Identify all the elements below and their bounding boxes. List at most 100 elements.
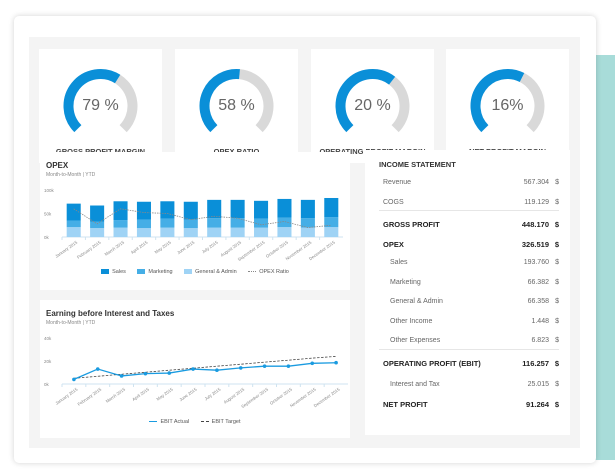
bar-marketing — [300, 218, 315, 228]
income-title: INCOME STATEMENT — [379, 160, 456, 169]
ebit-actual-point — [191, 367, 195, 371]
bar-marketing — [90, 221, 105, 229]
gauge-value: 79 % — [82, 97, 119, 114]
legend-sales: Sales — [101, 269, 126, 275]
bar-general-admin — [136, 228, 151, 237]
gauge-label: GROSS PROFIT MARGIN — [39, 147, 162, 156]
opex-card: OPEX Month-to-Month | YTD 0k 50k 100k Janua… — [40, 152, 350, 290]
row-value: 6.823 — [531, 337, 549, 344]
row-label: General & Admin — [390, 298, 443, 305]
income-row: Other Income 1.448 $ — [383, 318, 559, 330]
ebit-actual-point — [95, 367, 100, 371]
bar-general-admin — [183, 228, 198, 237]
row-currency: $ — [555, 198, 559, 206]
row-currency: $ — [555, 317, 559, 325]
bar-general-admin — [90, 228, 105, 237]
x-tick-label: December 2015 — [313, 386, 341, 408]
ebit-actual-point — [310, 361, 315, 366]
row-currency: $ — [554, 400, 559, 409]
gauge-fill — [335, 69, 396, 133]
row-currency: $ — [555, 298, 559, 305]
gauge-track — [238, 69, 274, 133]
x-tick-label: December 2015 — [308, 239, 336, 261]
bar-marketing — [324, 217, 339, 228]
x-tick-label: April 2015 — [130, 239, 149, 255]
legend-ebit-actual: EBIT Actual — [149, 419, 189, 425]
ebit-actual-line — [73, 362, 337, 380]
ebit-actual-point — [167, 371, 172, 375]
gauge-track — [388, 76, 410, 133]
bar-marketing — [66, 220, 81, 228]
row-value: 116.257 — [522, 358, 549, 368]
x-tick-label: September 2015 — [240, 386, 269, 409]
ebit-actual-point — [215, 368, 219, 372]
income-row: Sales 193.760 $ — [383, 259, 559, 271]
income-row: OPERATING PROFIT (EBIT) 116.257 $ — [383, 359, 559, 371]
bar-sales — [324, 197, 339, 218]
bar-marketing — [183, 219, 198, 229]
row-label: Other Income — [390, 317, 433, 325]
divider — [379, 210, 559, 211]
row-label: GROSS PROFIT — [383, 220, 440, 229]
row-label: OPEX — [383, 239, 404, 249]
row-label: Other Expenses — [390, 337, 441, 344]
gauge-card: 58 % OPEX RATIO — [175, 49, 298, 163]
y-tick-label: 50k — [44, 212, 52, 217]
row-value: 567.304 — [523, 179, 549, 186]
row-value: 326.519 — [521, 239, 549, 249]
row-value: 119.129 — [524, 198, 549, 206]
bar-sales — [136, 201, 151, 220]
ebit-subtitle: Month-to-Month | YTD — [46, 320, 96, 326]
x-tick-label: April 2015 — [131, 386, 150, 402]
x-tick-label: February 2015 — [77, 386, 103, 406]
x-tick-label: May 2015 — [154, 239, 173, 254]
row-value: 1.448 — [531, 317, 549, 325]
ebit-actual-point — [334, 360, 338, 365]
row-currency: $ — [555, 278, 559, 286]
ebit-card: Earning before Interest and Taxes Month-… — [40, 300, 350, 438]
bar-sales — [90, 205, 105, 222]
ebit-legend: EBIT Actual EBIT Target — [40, 419, 350, 425]
bar-sales — [230, 199, 245, 219]
bar-marketing — [254, 218, 269, 228]
bar-sales — [160, 201, 175, 219]
bar-sales — [254, 200, 269, 219]
gauge-fill — [63, 69, 121, 133]
y-tick-label: 0k — [44, 235, 50, 240]
x-tick-label: March 2015 — [105, 386, 127, 403]
ebit-actual-point — [238, 366, 243, 370]
row-currency: $ — [554, 239, 559, 249]
income-row: General & Admin 66.358 $ — [383, 298, 559, 310]
income-row: OPEX 326.519 $ — [383, 240, 559, 252]
row-currency: $ — [555, 179, 559, 186]
ebit-actual-point — [143, 371, 148, 376]
x-tick-label: July 2015 — [201, 239, 219, 254]
bar-marketing — [113, 220, 128, 228]
row-label: Marketing — [390, 278, 421, 286]
bar-sales — [66, 203, 81, 221]
y-tick-label: 20k — [44, 359, 52, 364]
bar-marketing — [230, 218, 245, 228]
bar-general-admin — [66, 227, 81, 237]
gauge-value: 20 % — [354, 97, 391, 114]
x-tick-label: June 2015 — [178, 386, 198, 402]
row-label: NET PROFIT — [383, 400, 428, 409]
row-label: OPERATING PROFIT (EBIT) — [383, 358, 481, 368]
bar-sales — [113, 201, 128, 221]
income-row: COGS 119.129 $ — [383, 199, 559, 211]
bar-marketing — [207, 218, 222, 228]
opex-title: OPEX — [46, 161, 69, 170]
income-row: GROSS PROFIT 448.170 $ — [383, 220, 559, 232]
y-tick-label: 100k — [44, 188, 55, 193]
income-row: Other Expenses 6.823 $ — [383, 337, 559, 349]
gauge-card: 16%NET PROFIT MARGIN — [446, 49, 569, 163]
income-row: Revenue 567.304 $ — [383, 179, 559, 191]
gauge-fill — [199, 69, 240, 133]
bar-marketing — [160, 218, 175, 228]
row-value: 25.015 — [527, 380, 549, 388]
income-row: Interest and Tax 25.015 $ — [383, 381, 559, 393]
bar-general-admin — [254, 227, 269, 237]
legend-admin: General & Admin — [184, 269, 237, 275]
bar-general-admin — [113, 227, 128, 237]
